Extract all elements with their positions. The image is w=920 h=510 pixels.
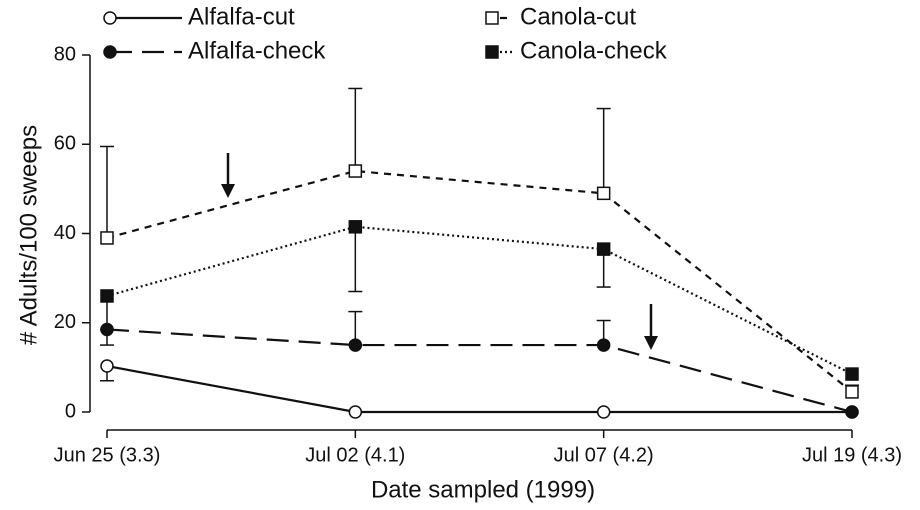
marker (348, 405, 363, 419)
marker (845, 367, 859, 381)
x-tick-label: Jul 07 (4.2) (554, 444, 654, 466)
arrow-head (644, 336, 658, 350)
series-line (106, 364, 852, 414)
marker (100, 231, 114, 245)
x-axis-label: Date sampled (1999) (371, 476, 595, 503)
series-line (106, 169, 853, 393)
arrow-head (221, 184, 235, 198)
marker (100, 359, 114, 373)
marker (100, 322, 114, 337)
legend-label: Canola-cut (520, 3, 636, 30)
legend-marker (485, 45, 499, 59)
y-tick-label: 40 (54, 222, 76, 244)
y-axis-label: # Adults/100 sweeps (15, 125, 42, 345)
y-tick-label: 80 (54, 43, 76, 65)
legend-label: Alfalfa-cut (188, 3, 295, 30)
x-tick-label: Jul 19 (4.3) (802, 444, 902, 466)
legend-label: Alfalfa-check (188, 37, 326, 64)
marker (596, 405, 611, 419)
y-tick-label: 20 (54, 311, 76, 333)
legend-label: Canola-check (520, 37, 668, 64)
marker (596, 338, 611, 352)
annotation-arrows (221, 153, 658, 350)
series-line (106, 225, 853, 376)
y-tick-label: 60 (54, 133, 76, 155)
legend-marker (103, 45, 117, 59)
x-tick-label: Jul 02 (4.1) (305, 444, 405, 466)
marker (348, 338, 363, 352)
x-tick-label: Jun 25 (3.3) (54, 444, 161, 466)
legend-marker (103, 11, 117, 25)
legend-marker (485, 11, 499, 25)
marker (596, 186, 611, 201)
marker (348, 220, 363, 234)
series-line (106, 328, 853, 414)
marker (348, 164, 363, 178)
marker (845, 385, 859, 399)
y-tick-label: 0 (65, 400, 76, 422)
marker (596, 242, 611, 256)
marker (100, 289, 114, 303)
marker (845, 405, 859, 419)
